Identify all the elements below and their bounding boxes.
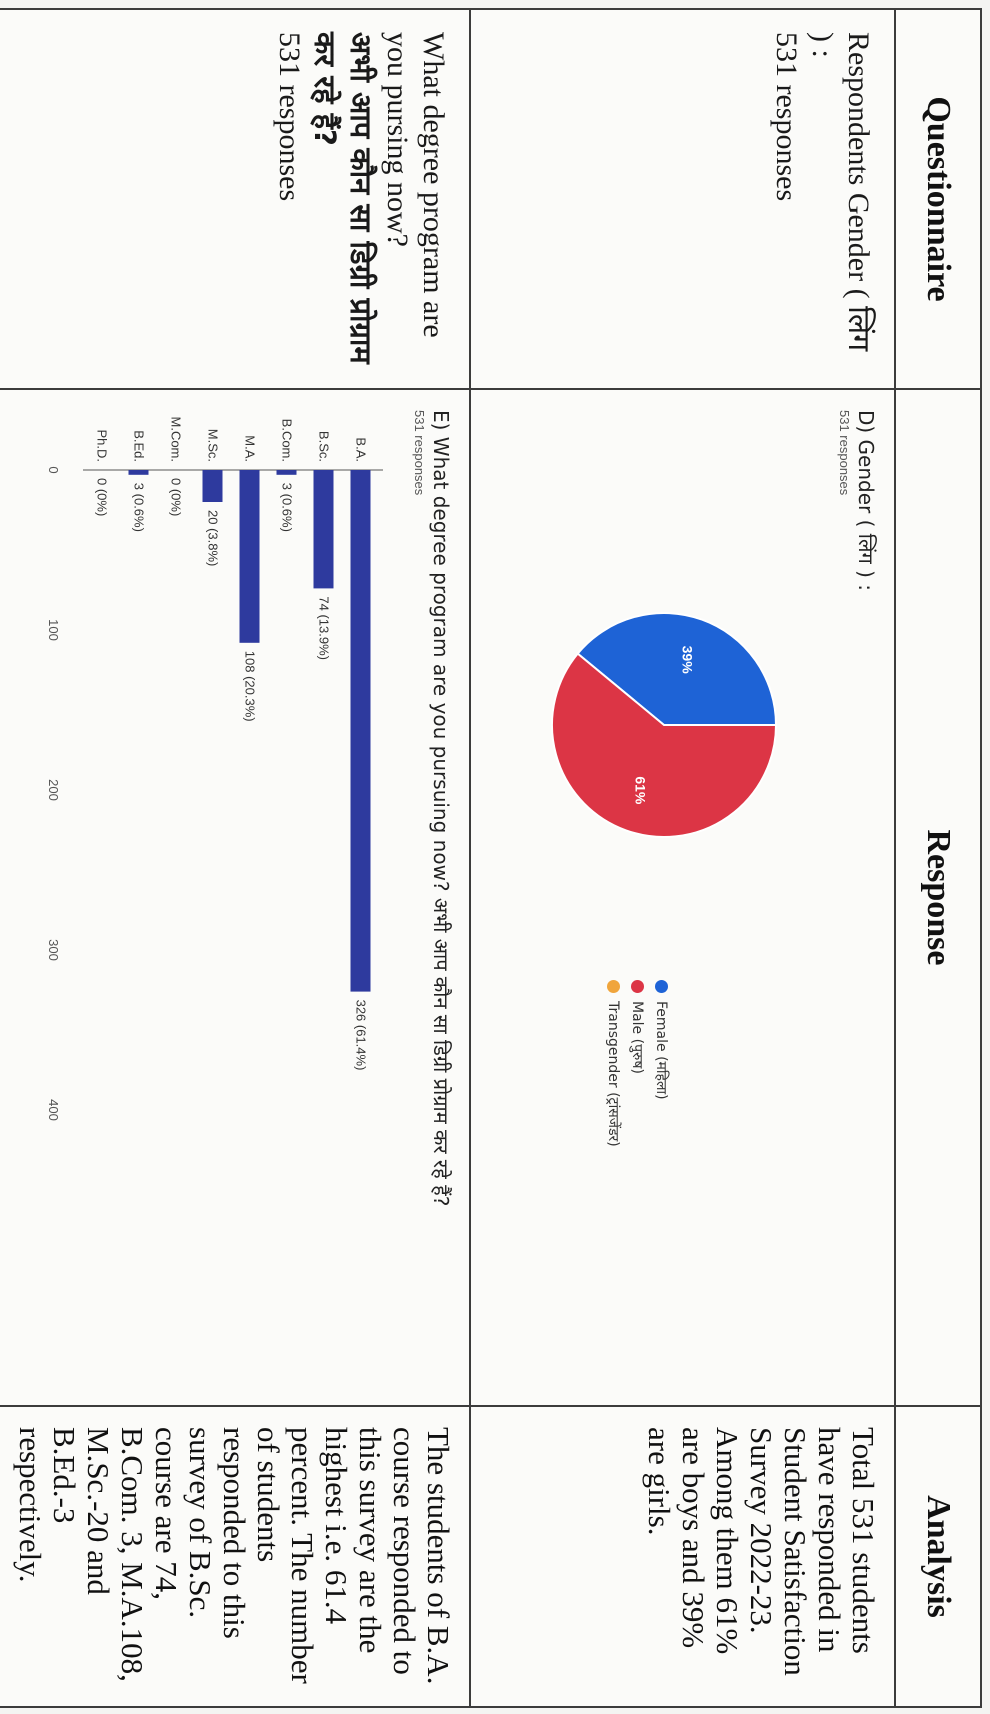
pie-label-0: 39% xyxy=(680,646,696,675)
gender-response-cell: D) Gender ( लिंग ) : 531 responses 39% 61… xyxy=(470,389,895,1406)
gender-question: Respondents Gender ( लिंग ) : xyxy=(804,32,876,366)
x-tick-label: 100 xyxy=(46,619,61,641)
bar-value-label: 326 (61.4%) xyxy=(354,1000,369,1071)
bar-value-label: 3 (0.6%) xyxy=(132,483,147,532)
bar-category-label: Ph.D. xyxy=(95,429,110,462)
bar-value-label: 0 (0%) xyxy=(95,478,110,516)
bar-value-label: 74 (13.9%) xyxy=(317,596,332,660)
bar-value-label: 3 (0.6%) xyxy=(280,483,295,532)
degree-response-cell: E) What degree program are you pursuing … xyxy=(0,389,470,1406)
gender-chart-title: D) Gender ( लिंग ) : xyxy=(853,410,880,591)
gender-question-cell: Respondents Gender ( लिंग ) : 531 respon… xyxy=(470,9,895,389)
legend-label: Transgender (ट्रांसजेंडर) xyxy=(605,1001,624,1147)
bar xyxy=(314,470,334,588)
legend-label: Female (महिला) xyxy=(653,1001,672,1100)
degree-responses: 531 responses xyxy=(271,32,307,366)
bar-category-label: M.Com. xyxy=(169,417,184,463)
x-tick-label: 300 xyxy=(46,939,61,961)
gender-pie-chart: 39% 61% xyxy=(534,595,794,855)
bar xyxy=(240,470,260,643)
x-tick-label: 200 xyxy=(46,779,61,801)
legend-dot xyxy=(632,980,645,993)
gender-analysis-cell: Total 531 students have responded in Stu… xyxy=(470,1406,895,1707)
bar-category-label: B.Sc. xyxy=(317,431,332,462)
degree-chart-subtitle: 531 responses xyxy=(412,410,427,495)
bar-category-label: M.A. xyxy=(243,435,258,462)
degree-question: What degree program are you pursing now? xyxy=(379,32,451,366)
bar-category-label: B.A. xyxy=(354,437,369,462)
degree-question-hindi: अभी आप कौन सा डिग्री प्रोग्राम कर रहे है… xyxy=(307,32,379,366)
pie-label-1: 61% xyxy=(632,776,648,805)
degree-analysis-cell: The students of B.A. course responded to… xyxy=(0,1406,470,1707)
bar-value-label: 20 (3.8%) xyxy=(206,510,221,566)
bar xyxy=(203,470,223,502)
legend-item: Female (महिला) xyxy=(650,980,674,1147)
bar-category-label: B.Ed. xyxy=(132,430,147,462)
header-questionnaire: Questionnaire xyxy=(895,9,981,389)
bar xyxy=(277,470,297,475)
header-response: Response xyxy=(895,389,981,1406)
degree-bar-chart: B.A. 326 (61.4%) B.Sc. 74 (13.9%) B.Com. 3 (0… xyxy=(19,400,399,1300)
header-analysis: Analysis xyxy=(895,1406,981,1707)
bar-value-label: 108 (20.3%) xyxy=(243,651,258,722)
x-tick-label: 0 xyxy=(46,466,61,473)
legend-label: Male (पुरुष) xyxy=(629,1001,648,1074)
gender-chart-subtitle: 531 responses xyxy=(837,410,852,495)
legend-dot xyxy=(656,980,669,993)
bar-value-label: 0 (0%) xyxy=(169,478,184,516)
legend-item: Male (पुरुष) xyxy=(626,980,650,1147)
bar xyxy=(351,470,371,992)
gender-legend: Female (महिला) Male (पुरुष) Transgender (ट… xyxy=(602,980,674,1147)
degree-analysis: The students of B.A. course responded to… xyxy=(0,1407,469,1706)
gender-analysis: Total 531 students have responded in Stu… xyxy=(628,1407,894,1706)
legend-dot xyxy=(608,980,621,993)
legend-item: Transgender (ट्रांसजेंडर) xyxy=(602,980,626,1147)
degree-chart-title: E) What degree program are you pursuing … xyxy=(428,410,455,1206)
survey-table: Questionnaire Response Analysis Responde… xyxy=(0,8,982,1708)
bar xyxy=(129,470,149,475)
bar-category-label: B.Com. xyxy=(280,419,295,462)
bar-category-label: M.Sc. xyxy=(206,429,221,462)
x-tick-label: 400 xyxy=(46,1099,61,1121)
degree-question-cell: What degree program are you pursing now?… xyxy=(0,9,470,389)
gender-responses: 531 responses xyxy=(768,32,804,366)
